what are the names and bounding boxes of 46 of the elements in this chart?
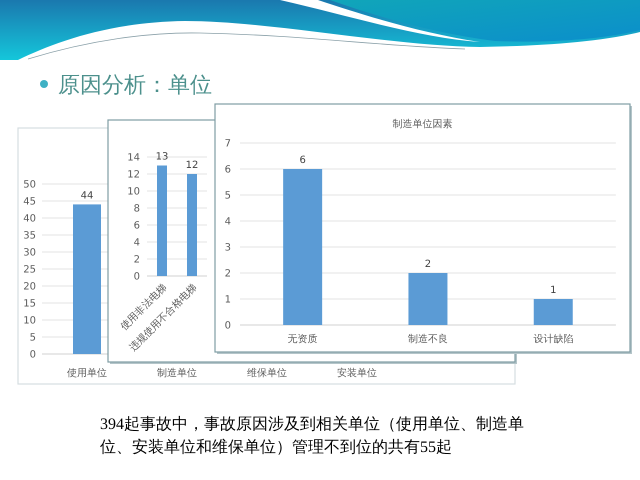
y-tick-label: 6 <box>224 164 231 176</box>
x-tick-label: 安装单位 <box>337 367 377 379</box>
y-tick-label: 45 <box>23 196 36 208</box>
y-tick-label: 3 <box>224 242 231 254</box>
y-tick-label: 35 <box>23 230 36 242</box>
y-tick-label: 6 <box>134 220 140 232</box>
text: 394起事故中，事故原因涉及到相关单位（使用单位、制造单位、安装单位和维保单位）管理不到位的共有55起 <box>100 415 524 456</box>
data-label: 44 <box>80 190 94 202</box>
y-tick-label: 5 <box>30 332 36 344</box>
x-tick-label: 无资质 <box>288 333 318 345</box>
x-tick-label: 制造单位 <box>157 367 197 379</box>
y-tick-label: 8 <box>134 204 140 214</box>
x-tick-label: 使用单位 <box>67 367 107 379</box>
x-tick-label: 维保单位 <box>247 367 287 379</box>
y-tick-label: 10 <box>23 316 36 326</box>
y-tick-label: 10 <box>127 186 140 198</box>
y-tick-label: 1 <box>224 294 231 306</box>
chart-title: 制造单位因素 <box>392 118 452 130</box>
y-tick-label: 4 <box>224 216 231 228</box>
text: 原因分析：单位 <box>58 72 212 97</box>
y-tick-label: 5 <box>224 190 231 202</box>
y-tick-label: 7 <box>224 138 231 150</box>
data-label: 1 <box>550 285 556 296</box>
bar <box>534 299 573 325</box>
y-tick-label: 2 <box>134 254 140 266</box>
y-tick-label: 20 <box>23 282 36 292</box>
y-tick-label: 0 <box>224 320 231 332</box>
y-tick-label: 40 <box>23 214 36 224</box>
bar <box>283 169 322 325</box>
x-tick-label: 设计缺陷 <box>533 333 574 345</box>
y-tick-label: 0 <box>134 272 140 282</box>
y-tick-label: 25 <box>23 264 36 276</box>
y-tick-label: 0 <box>30 350 36 360</box>
y-tick-label: 15 <box>23 298 36 310</box>
y-tick-label: 14 <box>127 152 140 164</box>
y-tick-label: 2 <box>224 268 231 280</box>
data-label: 12 <box>186 160 198 171</box>
data-label: 13 <box>156 152 168 162</box>
y-tick-label: 30 <box>23 248 36 258</box>
data-label: 6 <box>299 155 306 166</box>
y-tick-label: 12 <box>127 170 140 180</box>
y-tick-label: 50 <box>23 180 36 190</box>
bar <box>408 273 448 325</box>
x-tick-label: 制造不良 <box>408 333 448 345</box>
y-tick-label: 4 <box>134 238 140 248</box>
data-label: 2 <box>424 259 432 270</box>
